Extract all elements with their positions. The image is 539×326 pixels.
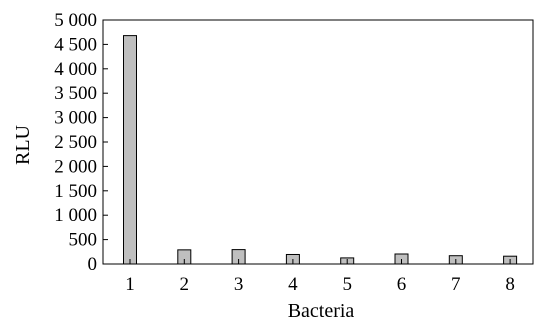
y-tick-label: 0	[88, 254, 98, 275]
y-axis-label: RLU	[12, 124, 34, 165]
x-axis-label: Bacteria	[288, 300, 355, 321]
x-tick-label: 2	[180, 274, 190, 295]
y-tick-label: 2 500	[54, 132, 97, 153]
y-tick-label: 5 000	[54, 10, 97, 31]
x-axis: 1 2 3 4 5 6 7 8	[125, 259, 515, 295]
y-axis: 0 500 1 000 1 500 2 000 2 500 3 000 3 500 4 000 4…	[54, 10, 108, 275]
x-tick-label: 6	[397, 274, 407, 295]
y-tick-label: 1 500	[54, 181, 97, 202]
bar-1	[123, 35, 137, 265]
y-tick-label: 3 500	[54, 83, 97, 104]
x-tick-label: 8	[505, 274, 515, 295]
y-tick-label: 500	[69, 230, 98, 251]
y-tick-label: 4 500	[54, 34, 97, 55]
x-tick-label: 5	[342, 274, 352, 295]
plot-frame	[102, 19, 534, 265]
y-tick-label: 1 000	[54, 205, 97, 226]
x-tick-label: 1	[125, 274, 135, 295]
y-tick-label: 2 000	[54, 156, 97, 177]
y-tick-label: 4 000	[54, 59, 97, 80]
y-tick-label: 3 000	[54, 108, 97, 129]
x-tick-label: 3	[234, 274, 244, 295]
bars	[123, 35, 518, 265]
x-tick-label: 4	[288, 274, 298, 295]
x-tick-label: 7	[451, 274, 461, 295]
plot-area	[102, 19, 534, 265]
